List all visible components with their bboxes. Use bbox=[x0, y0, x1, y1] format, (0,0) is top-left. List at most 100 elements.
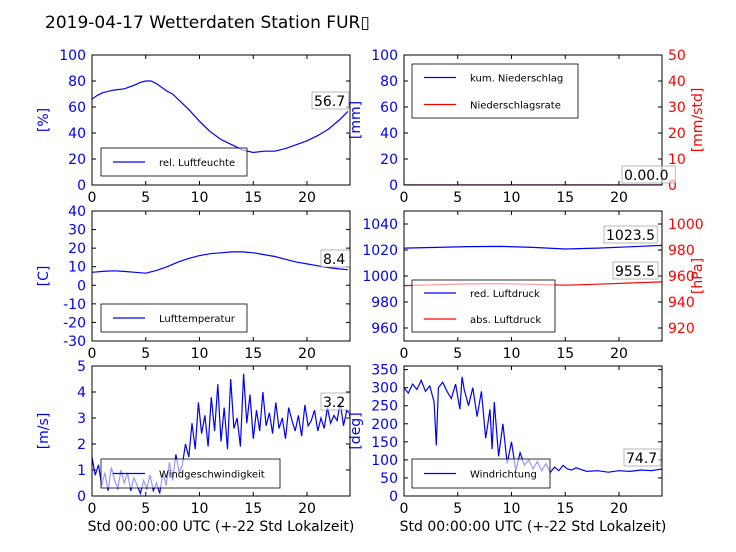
x-tick-label: 15 bbox=[244, 190, 262, 206]
legend-label: abs. Luftdruck bbox=[470, 315, 541, 326]
x-tick-label: 20 bbox=[298, 190, 316, 206]
y2-tick-label: 980 bbox=[668, 243, 695, 259]
plot-frame bbox=[91, 365, 351, 497]
legend-box bbox=[411, 63, 579, 119]
x-tick-label: 10 bbox=[503, 346, 521, 362]
legend: Windgeschwindigkeit bbox=[100, 458, 281, 489]
y-tick-label: 100 bbox=[371, 48, 398, 64]
x-tick-label: 10 bbox=[191, 501, 209, 517]
x-tick-label: 0 bbox=[88, 190, 97, 206]
y-tick-label: -10 bbox=[63, 297, 86, 313]
value-annotation-box bbox=[311, 91, 350, 110]
value-annotation: 74.7 bbox=[626, 451, 657, 467]
y-tick-label: 5 bbox=[77, 359, 86, 375]
legend-label: Lufttemperatur bbox=[159, 314, 236, 325]
plot-frame bbox=[403, 365, 663, 497]
x-tick-label: 15 bbox=[556, 346, 574, 362]
x-tick-label: 15 bbox=[556, 190, 574, 206]
x-tick-label: 0 bbox=[88, 346, 97, 362]
y-axis-label: [%] bbox=[36, 108, 52, 132]
legend-label: kum. Niederschlag bbox=[470, 74, 563, 85]
y-tick-label: 0 bbox=[389, 178, 398, 194]
y-tick-label: 100 bbox=[371, 453, 398, 469]
y-tick-label: -20 bbox=[63, 315, 86, 331]
y2-tick-label: 0 bbox=[668, 178, 677, 194]
x-tick-label: 5 bbox=[453, 501, 462, 517]
x-tick-label: 10 bbox=[503, 190, 521, 206]
x-tick-label: 5 bbox=[453, 346, 462, 362]
legend: Windrichtung bbox=[411, 458, 551, 489]
legend-box bbox=[100, 303, 248, 333]
y2-tick-label: 940 bbox=[668, 295, 695, 311]
x-tick-label: 20 bbox=[610, 346, 628, 362]
x-tick-label: 20 bbox=[610, 501, 628, 517]
y-tick-label: 100 bbox=[59, 48, 86, 64]
y2-tick-label: 960 bbox=[668, 269, 695, 285]
x-tick-label: 15 bbox=[244, 346, 262, 362]
y-tick-label: 10 bbox=[68, 260, 86, 276]
x-tick-label: 0 bbox=[400, 190, 409, 206]
legend-label: Niederschlagsrate bbox=[470, 101, 561, 112]
value-annotation: 3.2 bbox=[323, 395, 345, 411]
y-tick-label: 1000 bbox=[362, 269, 398, 285]
x-tick-label: 20 bbox=[610, 190, 628, 206]
x-tick-label: 10 bbox=[503, 501, 521, 517]
figure-title: 2019-04-17 Wetterdaten Station FUR▯ bbox=[45, 13, 370, 33]
plot-frame bbox=[91, 54, 351, 186]
y2-axis-label: [hPa] bbox=[690, 258, 706, 294]
x-axis-label: Std 00:00:00 UTC (+-22 Std Lokalzeit) bbox=[88, 519, 355, 535]
y-tick-label: 50 bbox=[380, 471, 398, 487]
x-tick-label: 5 bbox=[141, 346, 150, 362]
value-annotation: 1023.5 bbox=[606, 228, 655, 244]
panel-humidity: 0 5 10 15 20 0 20 40 60 80 100 [%] rel. Luftfeuchte 5… bbox=[36, 48, 351, 206]
legend: rel. Luftfeuchte bbox=[100, 147, 248, 177]
y-tick-label: 40 bbox=[380, 126, 398, 142]
y-tick-label: 980 bbox=[371, 295, 398, 311]
y-tick-label: 1040 bbox=[362, 217, 398, 233]
panel-wind-speed: 0 5 10 15 20 0 1 2 3 4 5 [m/s] Std 00:00:00 UTC (+-2… bbox=[36, 359, 354, 535]
x-tick-label: 10 bbox=[191, 190, 209, 206]
x-axis-label: Std 00:00:00 UTC (+-22 Std Lokalzeit) bbox=[400, 519, 667, 535]
x-tick-label: 20 bbox=[298, 501, 316, 517]
y2-tick-label: 920 bbox=[668, 321, 695, 337]
y-tick-label: 300 bbox=[371, 381, 398, 397]
y-tick-label: 40 bbox=[68, 204, 86, 220]
x-tick-label: 20 bbox=[298, 346, 316, 362]
value-annotation: 56.7 bbox=[314, 94, 345, 110]
y-tick-label: 200 bbox=[371, 417, 398, 433]
y-tick-label: 0 bbox=[77, 278, 86, 294]
y-axis-label: [mm] bbox=[348, 101, 364, 139]
panel-precipitation: 0 5 10 15 20 0 20 40 60 80 100 0 10 20 30 40 50 [mm/std] [… bbox=[348, 48, 706, 206]
legend-label: Windgeschwindigkeit bbox=[159, 470, 265, 481]
y-tick-label: 60 bbox=[68, 100, 86, 116]
legend: red. Luftdruck abs. Luftdruck bbox=[411, 279, 556, 333]
x-tick-label: 15 bbox=[244, 501, 262, 517]
legend-box bbox=[411, 279, 556, 333]
y2-tick-label: 40 bbox=[668, 74, 686, 90]
value-annotation-box bbox=[623, 448, 662, 467]
y-axis-label: [m/s] bbox=[36, 413, 52, 450]
series-line-1 bbox=[404, 244, 662, 250]
y-tick-label: 150 bbox=[371, 435, 398, 451]
y-tick-label: 1020 bbox=[362, 243, 398, 259]
x-tick-label: 10 bbox=[191, 346, 209, 362]
y-tick-label: 20 bbox=[68, 241, 86, 257]
y2-tick-label: 50 bbox=[668, 48, 686, 64]
y-axis-label: [C] bbox=[36, 266, 52, 287]
y-tick-label: 30 bbox=[68, 223, 86, 239]
y-tick-label: 20 bbox=[380, 152, 398, 168]
panel-pressure: 0 5 10 15 20 960 980 1000 1020 1040 920 940 960 980 10… bbox=[362, 210, 706, 362]
y2-axis-label: [mm/std] bbox=[690, 88, 706, 153]
y-tick-label: 60 bbox=[380, 100, 398, 116]
value-annotation-box bbox=[603, 225, 658, 244]
x-tick-label: 0 bbox=[88, 501, 97, 517]
plot-frame bbox=[403, 54, 663, 186]
y-tick-label: 80 bbox=[380, 74, 398, 90]
y-tick-label: 2 bbox=[77, 437, 86, 453]
x-tick-label: 5 bbox=[453, 190, 462, 206]
plot-frame bbox=[91, 210, 351, 342]
legend: Lufttemperatur bbox=[100, 303, 248, 333]
panel-temperature: 0 5 10 15 20 -30 -20 -10 0 10 20 30 40 [C] Lufttempera… bbox=[36, 204, 351, 362]
